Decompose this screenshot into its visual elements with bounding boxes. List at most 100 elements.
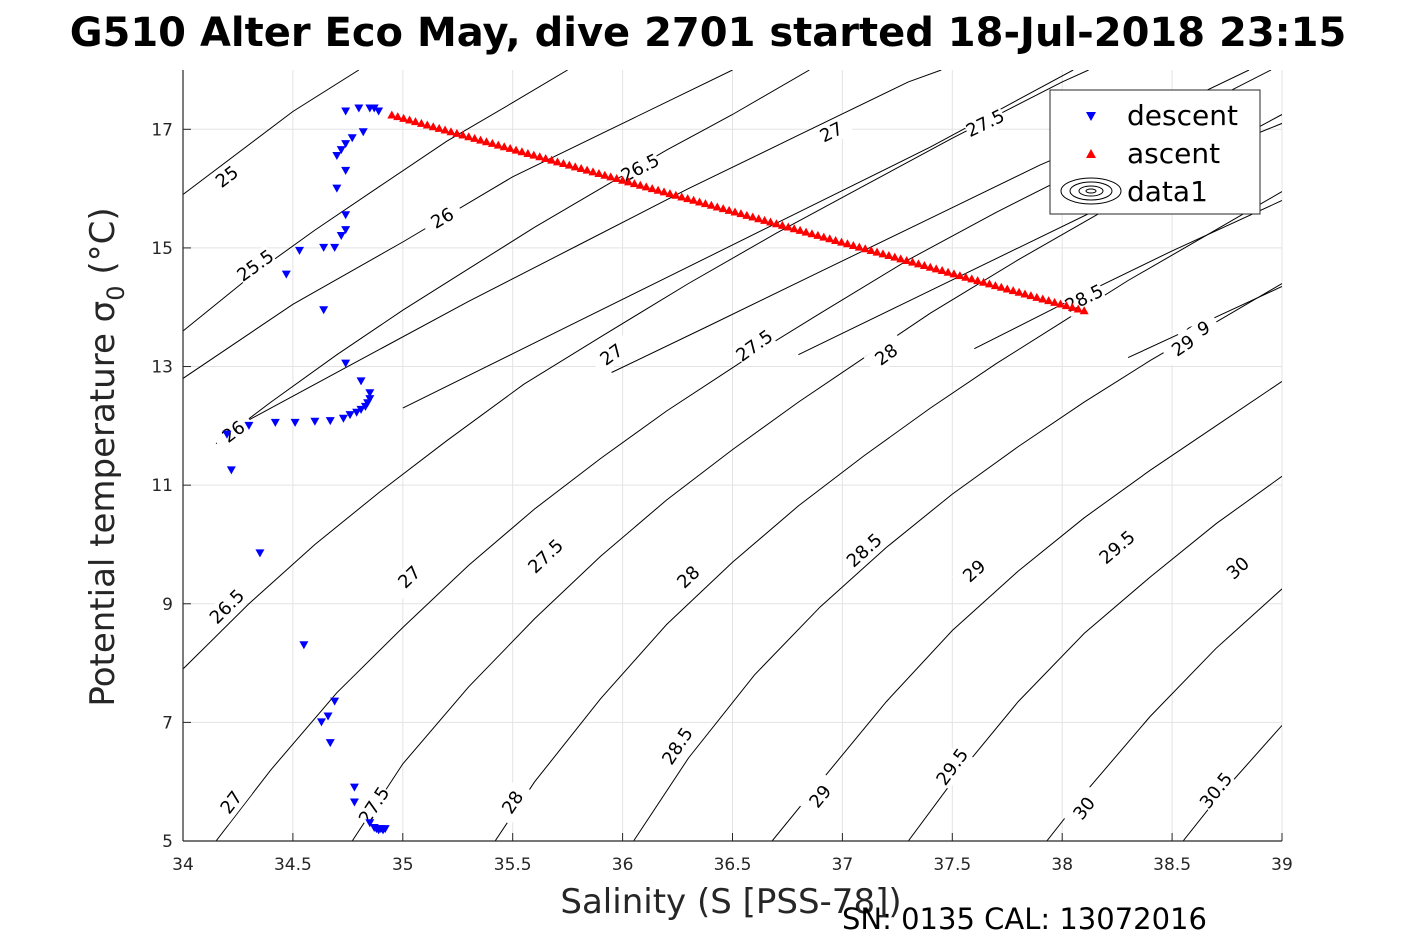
ascent-point: [724, 205, 734, 214]
descent-point: [226, 466, 236, 475]
ascent-point: [825, 234, 835, 243]
contour-label-bg: [492, 779, 533, 826]
descent-point: [365, 389, 375, 398]
legend-descent-marker: [1086, 112, 1096, 121]
legend-ascent-label: ascent: [1127, 137, 1220, 170]
contour-label-bg: [952, 549, 997, 593]
ascent-point: [1038, 294, 1048, 303]
ascent-point: [913, 259, 923, 268]
ascent-point: [452, 128, 462, 137]
contour-line: [183, 70, 1089, 670]
ascent-point: [387, 110, 397, 119]
contour-line: [248, 70, 942, 421]
contour-label: 30.5: [1195, 768, 1237, 813]
descent-point: [356, 377, 366, 386]
descent-point: [341, 211, 351, 220]
ascent-point: [789, 224, 799, 233]
contour-label-text: 28.5: [843, 530, 887, 572]
contour-line: [974, 200, 1282, 350]
ascent-point: [405, 115, 415, 124]
x-tick-label: 35: [392, 855, 414, 875]
contour-label: 26: [211, 410, 257, 453]
ascent-point: [813, 230, 823, 239]
contour-label-bg: [842, 528, 887, 572]
descent-point: [270, 418, 280, 427]
y-tick-label: 13: [151, 358, 173, 378]
ascent-point: [647, 184, 657, 193]
contour-label-bg: [617, 148, 664, 187]
contour-label-bg: [1215, 546, 1261, 590]
descent-point: [356, 405, 366, 414]
descent-point: [347, 134, 357, 143]
ascent-point: [553, 157, 563, 166]
x-axis-label: Salinity (S [PSS-78]): [560, 882, 901, 922]
descent-point: [338, 414, 348, 423]
descent-point: [345, 411, 355, 420]
y-tick-label: 11: [151, 476, 173, 496]
contour-label: 28: [863, 334, 910, 376]
ascent-point: [464, 132, 474, 141]
contour-label-text: 26.5: [206, 585, 249, 628]
contour-label: 27: [808, 113, 855, 152]
ascent-point: [878, 249, 888, 258]
contour-label-bg: [588, 334, 635, 376]
ascent-point: [1079, 306, 1089, 315]
contour-label-bg: [931, 744, 974, 790]
y-tick-label: 7: [162, 713, 173, 733]
ascent-point: [973, 276, 983, 285]
ascent-point: [979, 277, 989, 286]
contour-label-bg: [808, 113, 855, 152]
y-axis-label-main: Potential temperature σ: [83, 301, 123, 707]
descent-point: [325, 739, 335, 748]
contour-label-bg: [799, 774, 842, 819]
ascent-point: [523, 148, 533, 157]
descent-point: [299, 641, 309, 650]
x-tick-label: 36.5: [714, 855, 752, 875]
ascent-point: [1067, 302, 1077, 311]
ascent-point: [1073, 304, 1083, 313]
contour-label: 29.5: [1094, 526, 1140, 569]
descent-point: [290, 418, 300, 427]
ascent-point: [399, 113, 409, 122]
x-tick-label: 37: [832, 855, 854, 875]
descent-series: [222, 104, 390, 835]
ascent-point: [1032, 292, 1042, 301]
contour-label: 27.5: [354, 782, 394, 828]
contour-label: 27: [387, 555, 432, 599]
ascent-point: [470, 133, 480, 142]
ascent-point: [896, 254, 906, 263]
ascent-point: [1002, 284, 1012, 293]
x-tick-label: 37.5: [933, 855, 971, 875]
ascent-point: [860, 244, 870, 253]
descent-point: [244, 421, 254, 430]
ascent-point: [872, 247, 882, 256]
contour-label: 29.5: [931, 744, 974, 790]
ascent-point: [1056, 299, 1066, 308]
ascent-point: [902, 256, 912, 265]
contour-label-bg: [205, 584, 249, 629]
contour-label: 27.5: [962, 104, 1008, 142]
descent-point: [341, 226, 351, 235]
descent-point: [330, 243, 340, 252]
ascent-point: [955, 271, 965, 280]
ascent-point: [612, 174, 622, 183]
contour-label-text: 29.5: [932, 745, 973, 790]
ascent-point: [416, 118, 426, 127]
ascent-point: [712, 202, 722, 211]
ascent-point: [641, 182, 651, 191]
ascent-point: [949, 269, 959, 278]
x-tick-label: 38: [1051, 855, 1073, 875]
contour-label-text: 27.5: [524, 535, 568, 578]
ascent-point: [476, 135, 486, 144]
contour-label: 28.5: [657, 723, 698, 769]
contour-line: [402, 70, 1074, 409]
descent-point: [358, 128, 368, 137]
legend: descent ascent data1: [1049, 89, 1261, 215]
ascent-point: [831, 235, 841, 244]
ascent-point: [529, 150, 539, 159]
y-tick-label: 15: [151, 239, 173, 259]
ascent-point: [807, 229, 817, 238]
ascent-point: [1020, 289, 1030, 298]
ascent-point: [819, 232, 829, 241]
